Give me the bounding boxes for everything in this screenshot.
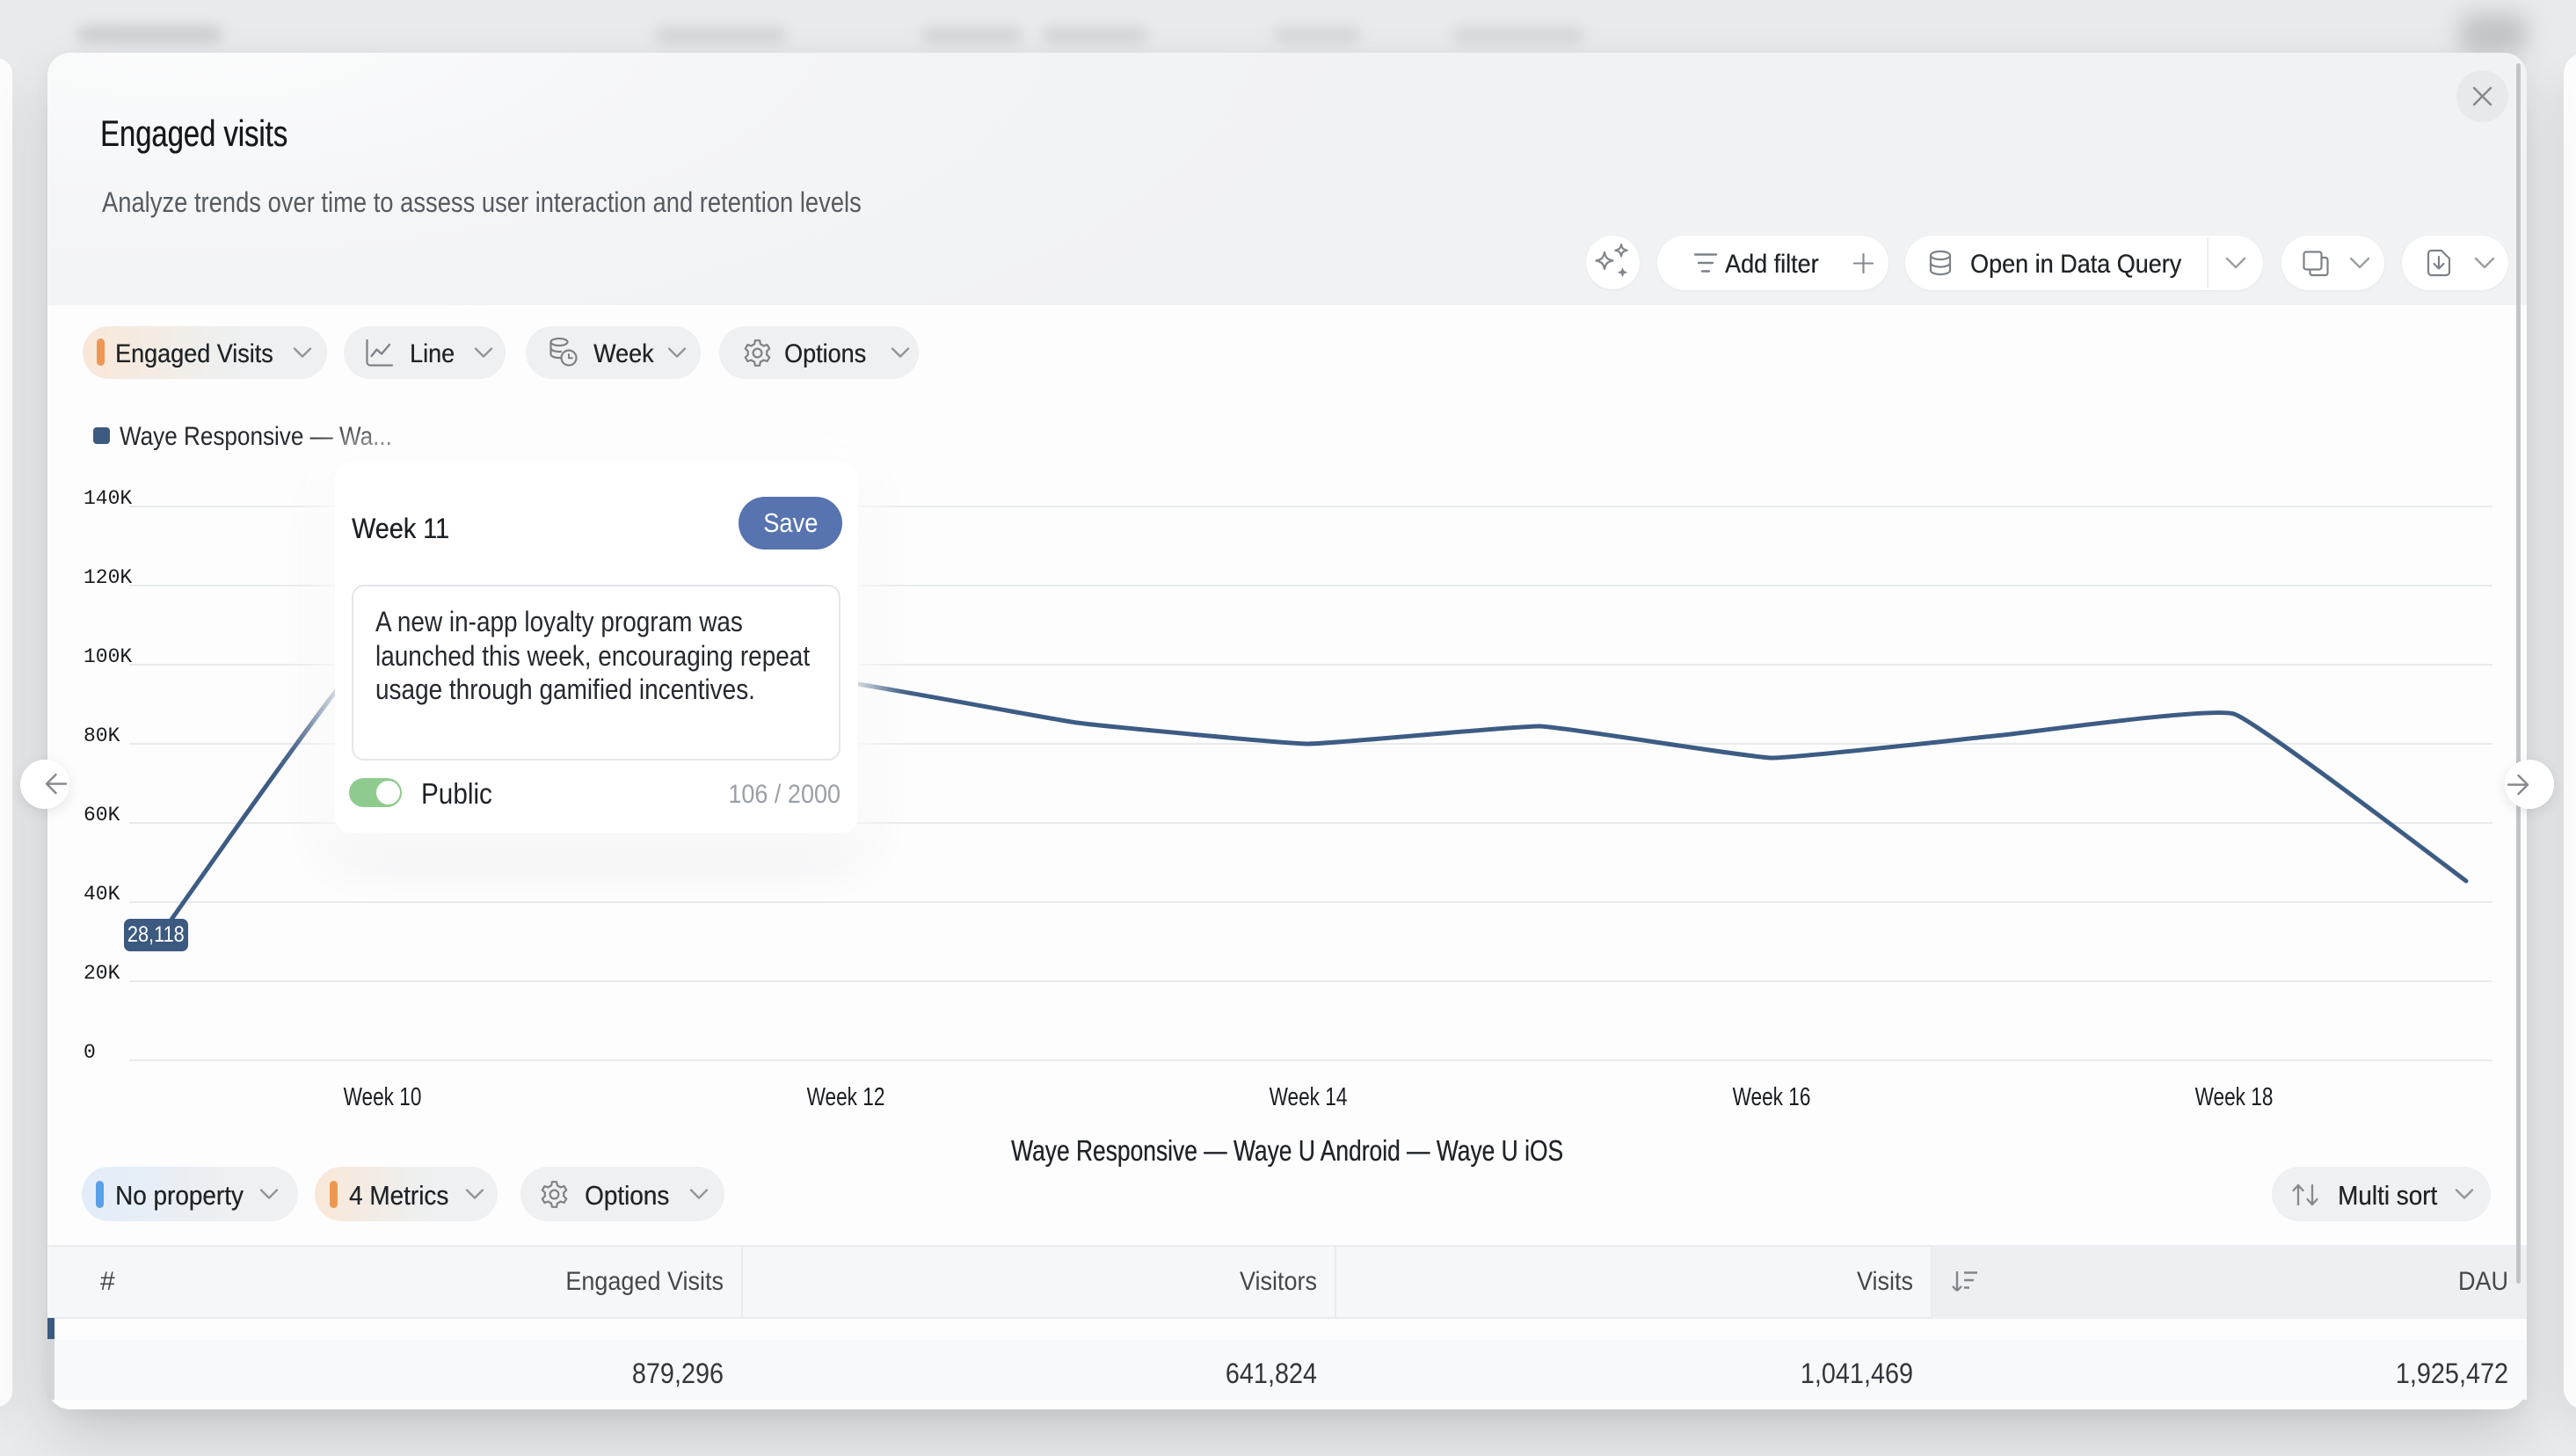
svg-text:20K: 20K xyxy=(84,962,120,985)
svg-text:60K: 60K xyxy=(84,804,120,826)
svg-text:40K: 40K xyxy=(84,883,120,906)
svg-text:120K: 120K xyxy=(84,566,132,589)
svg-text:80K: 80K xyxy=(84,724,120,747)
svg-text:0: 0 xyxy=(84,1041,96,1064)
svg-text:100K: 100K xyxy=(84,645,132,668)
svg-text:140K: 140K xyxy=(84,487,132,510)
